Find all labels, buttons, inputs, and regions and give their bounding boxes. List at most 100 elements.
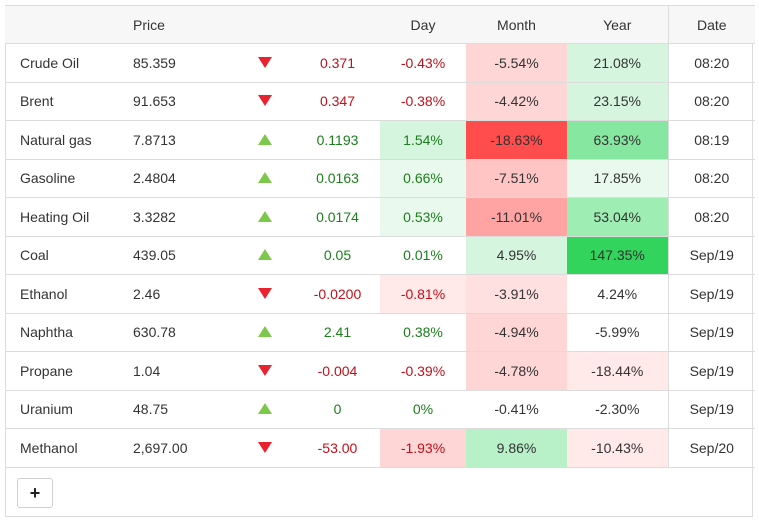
commodity-change: -0.0200 [295,274,380,314]
table-row[interactable]: Gasoline 2.4804 0.0163 0.66% -7.51% 17.85% 08:… [5,159,755,198]
day-change-percent: 0% [380,390,466,429]
table-row[interactable]: Ethanol 2.46 -0.0200 -0.81% -3.91% 4.24% Sep/1… [5,274,755,314]
header-price[interactable]: Price [133,5,235,44]
year-change-percent: 21.08% [567,43,668,83]
down-arrow-icon [258,95,272,107]
header-year[interactable]: Year [567,5,668,44]
commodity-name: Gasoline [5,159,133,198]
commodities-panel: Price Day Month Year Date Crude Oil 85.35… [5,5,755,517]
table-row[interactable]: Coal 439.05 0.05 0.01% 4.95% 147.35% Sep/19 [5,236,755,275]
day-change-percent: -0.38% [380,82,466,121]
up-arrow-icon [258,326,272,338]
month-change-percent: -0.41% [466,390,567,429]
commodity-name: Uranium [5,390,133,429]
month-change-percent: -4.78% [466,351,567,391]
commodity-price: 85.359 [133,43,235,83]
commodity-price: 630.78 [133,313,235,352]
commodity-change: 0.05 [295,236,380,275]
year-change-percent: 23.15% [567,82,668,121]
table-row[interactable]: Propane 1.04 -0.004 -0.39% -4.78% -18.44% Sep/… [5,351,755,391]
table-row[interactable]: Brent 91.653 0.347 -0.38% -4.42% 23.15% 08:20 [5,82,755,121]
day-change-percent: -0.43% [380,43,466,83]
update-date: 08:20 [667,82,755,121]
direction-cell [235,197,295,237]
table-row[interactable]: Crude Oil 85.359 0.371 -0.43% -5.54% 21.08% 08… [5,43,755,83]
header-direction [235,5,295,44]
table-row[interactable]: Heating Oil 3.3282 0.0174 0.53% -11.01% 53.04… [5,197,755,237]
update-date: Sep/19 [667,236,755,275]
commodity-price: 3.3282 [133,197,235,237]
commodity-price: 48.75 [133,390,235,429]
commodity-price: 2,697.00 [133,428,235,468]
update-date: Sep/20 [667,428,755,468]
header-date[interactable]: Date [667,5,755,44]
commodity-name: Heating Oil [5,197,133,237]
table-row[interactable]: Methanol 2,697.00 -53.00 -1.93% 9.86% -10.43%… [5,428,755,468]
table-row[interactable]: Naphtha 630.78 2.41 0.38% -4.94% -5.99% Sep/19 [5,313,755,352]
month-change-percent: -4.42% [466,82,567,121]
month-change-percent: 4.95% [466,236,567,275]
commodity-change: 2.41 [295,313,380,352]
year-change-percent: -5.99% [567,313,668,352]
direction-cell [235,159,295,198]
down-arrow-icon [258,56,272,68]
commodity-price: 91.653 [133,82,235,121]
direction-cell [235,390,295,429]
header-day[interactable]: Day [380,5,466,44]
update-date: 08:20 [667,159,755,198]
header-change [295,5,380,44]
day-change-percent: -0.81% [380,274,466,314]
commodity-price: 2.46 [133,274,235,314]
year-change-percent: -2.30% [567,390,668,429]
year-change-percent: 53.04% [567,197,668,237]
down-arrow-icon [258,287,272,299]
up-arrow-icon [258,210,272,222]
down-arrow-icon [258,441,272,453]
direction-cell [235,82,295,121]
commodity-change: 0.371 [295,43,380,83]
commodity-name: Naphtha [5,313,133,352]
up-arrow-icon [258,249,272,261]
commodity-price: 1.04 [133,351,235,391]
month-change-percent: -11.01% [466,197,567,237]
commodity-change: 0 [295,390,380,429]
update-date: 08:20 [667,43,755,83]
month-change-percent: -3.91% [466,274,567,314]
add-row-button[interactable]: + [17,478,53,508]
year-change-percent: -18.44% [567,351,668,391]
commodities-table: Price Day Month Year Date Crude Oil 85.35… [5,5,755,468]
commodity-name: Crude Oil [5,43,133,83]
commodity-price: 7.8713 [133,120,235,160]
year-change-percent: 63.93% [567,120,668,160]
day-change-percent: -0.39% [380,351,466,391]
commodity-change: 0.0163 [295,159,380,198]
header-name [5,5,133,44]
table-row[interactable]: Uranium 48.75 0 0% -0.41% -2.30% Sep/19 [5,390,755,429]
commodity-name: Ethanol [5,274,133,314]
update-date: Sep/19 [667,274,755,314]
day-change-percent: 1.54% [380,120,466,160]
day-change-percent: -1.93% [380,428,466,468]
update-date: Sep/19 [667,351,755,391]
commodity-name: Methanol [5,428,133,468]
year-change-percent: -10.43% [567,428,668,468]
direction-cell [235,120,295,160]
commodity-change: 0.1193 [295,120,380,160]
commodity-change: -53.00 [295,428,380,468]
header-month[interactable]: Month [466,5,567,44]
commodity-name: Natural gas [5,120,133,160]
month-change-percent: 9.86% [466,428,567,468]
year-change-percent: 17.85% [567,159,668,198]
direction-cell [235,236,295,275]
direction-cell [235,428,295,468]
commodity-change: -0.004 [295,351,380,391]
update-date: 08:20 [667,197,755,237]
day-change-percent: 0.53% [380,197,466,237]
month-change-percent: -7.51% [466,159,567,198]
year-change-percent: 147.35% [567,236,668,275]
commodity-name: Propane [5,351,133,391]
month-change-percent: -18.63% [466,120,567,160]
direction-cell [235,43,295,83]
commodity-price: 439.05 [133,236,235,275]
table-row[interactable]: Natural gas 7.8713 0.1193 1.54% -18.63% 63.93… [5,120,755,160]
